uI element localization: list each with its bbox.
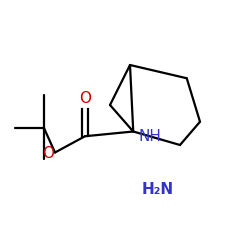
Text: H₂N: H₂N <box>141 182 174 198</box>
Text: O: O <box>42 146 54 161</box>
Text: NH: NH <box>139 129 162 144</box>
Text: O: O <box>79 91 91 106</box>
